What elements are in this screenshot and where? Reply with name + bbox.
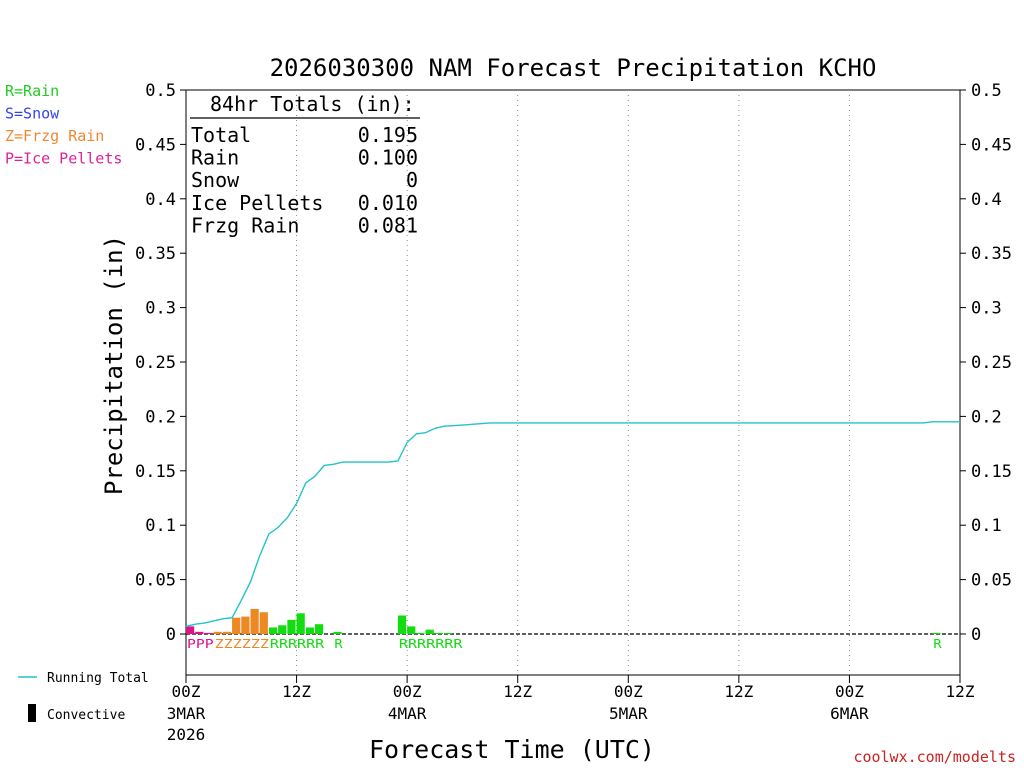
precip-bar: [434, 632, 443, 634]
x-tick-label: 12Z: [282, 682, 311, 701]
y-tick-label-left: 0.35: [135, 244, 176, 264]
hourly-precip-bars: [186, 608, 941, 634]
y-tick-label-left: 0.15: [135, 462, 176, 482]
x-tick-date: 3MAR: [167, 704, 206, 723]
x-axis-ticks: 00Z 3MAR 2026 12Z 00Z 4MAR 12Z 00Z 5MAR 12Z 00Z 6MA…: [167, 675, 975, 744]
precip-type-letters: PPP ZZZZZZ RRRRRR R RRRRRRR R: [187, 637, 942, 651]
totals-row-label: Rain: [191, 146, 239, 170]
y-tick-label-right: 0.25: [971, 353, 1012, 373]
precip-bar: [287, 619, 296, 634]
y-tick-label-right: 0.45: [971, 135, 1012, 155]
y-tick-label-left: 0.2: [145, 407, 176, 427]
y-tick-label-left: 0.4: [145, 190, 176, 210]
x-tick-year: 2026: [167, 725, 206, 744]
totals-row-value: 0.195: [358, 123, 418, 147]
type-legend-item: P=Ice Pellets: [5, 150, 122, 168]
y-axis-ticks: 0 0 0.05 0.05 0.1 0.1 0.15 0.15 0.2 0.2 0.25 0.25 0.…: [135, 81, 1012, 645]
convective-legend-label: Convective: [47, 708, 125, 723]
precip-bar: [296, 613, 305, 634]
type-legend-item: Z=Frzg Rain: [5, 127, 104, 145]
x-tick-label: 12Z: [503, 682, 532, 701]
precip-bar: [416, 632, 425, 634]
y-tick-label-right: 0.15: [971, 462, 1012, 482]
x-axis-label: Forecast Time (UTC): [369, 735, 655, 764]
precip-bar: [241, 616, 250, 634]
totals-box: 84hr Totals (in): Total 0.195 Rain 0.100 Sno…: [190, 92, 420, 237]
x-tick-label: 12Z: [724, 682, 753, 701]
precip-bar: [186, 626, 195, 634]
vertical-gridlines: [296, 90, 850, 675]
x-tick-label: 00Z: [393, 682, 422, 701]
y-tick-label-right: 0.2: [971, 407, 1002, 427]
precip-bar: [259, 612, 268, 634]
precip-bar: [425, 629, 434, 634]
x-tick-date: 6MAR: [830, 704, 869, 723]
precip-type-letters: ZZZZZZ: [215, 637, 269, 651]
y-tick-label-right: 0.05: [971, 571, 1012, 591]
type-legend-item: R=Rain: [5, 82, 59, 100]
y-tick-label-right: 0: [971, 625, 981, 645]
y-tick-label-left: 0.1: [145, 516, 176, 536]
precip-bar: [232, 617, 241, 634]
x-tick-label: 00Z: [614, 682, 643, 701]
y-tick-label-left: 0.45: [135, 135, 176, 155]
y-tick-label-left: 0.05: [135, 571, 176, 591]
x-tick-date: 5MAR: [609, 704, 648, 723]
x-tick-date: 4MAR: [388, 704, 427, 723]
precip-bar: [222, 631, 232, 634]
precip-type-letters: RRRRRRR: [399, 637, 463, 651]
precip-bar: [333, 631, 342, 634]
precip-bar: [213, 631, 222, 634]
totals-row-label: Snow: [191, 168, 240, 192]
precip-bar: [204, 632, 213, 634]
precip-bar: [250, 608, 259, 634]
precip-type-letters: RRRRRR: [270, 637, 325, 651]
running-total-line: [185, 421, 960, 628]
x-tick-label: 00Z: [172, 682, 201, 701]
precip-bar: [932, 632, 941, 634]
chart-title: 2026030300 NAM Forecast Precipitation KC…: [270, 54, 877, 82]
precip-type-letters: R: [334, 637, 343, 651]
type-legend: R=Rain S=Snow Z=Frzg Rain P=Ice Pellets: [5, 82, 122, 168]
precip-bar: [278, 625, 287, 634]
totals-row-value: 0.100: [358, 146, 418, 170]
y-tick-label-right: 0.3: [971, 299, 1002, 319]
running-total-legend-label: Running Total: [47, 671, 149, 686]
convective-legend-swatch: [28, 704, 36, 722]
precip-bar: [195, 631, 204, 634]
credit-text: coolwx.com/modelts: [853, 748, 1016, 766]
y-tick-label-right: 0.35: [971, 244, 1012, 264]
y-tick-label-right: 0.5: [971, 81, 1002, 101]
y-tick-label-left: 0: [166, 625, 176, 645]
y-tick-label-left: 0.25: [135, 353, 176, 373]
precip-bar: [268, 627, 278, 634]
precip-type-letters: PPP: [187, 637, 214, 651]
x-tick-label: 12Z: [946, 682, 975, 701]
totals-heading: 84hr Totals (in):: [210, 92, 415, 116]
line-legend: Running Total Convective: [18, 671, 149, 723]
type-legend-item: S=Snow: [5, 105, 60, 123]
y-axis-label: Precipitation (in): [100, 235, 128, 495]
y-tick-label-right: 0.1: [971, 516, 1002, 536]
totals-row-label: Frzg Rain: [191, 213, 299, 237]
precip-bar: [305, 627, 314, 634]
x-tick-label: 00Z: [835, 682, 864, 701]
plot-frame: [185, 89, 961, 676]
totals-row-value: 0: [406, 168, 418, 192]
precip-bar: [397, 615, 407, 634]
precip-type-letters: R: [933, 637, 942, 651]
y-tick-label-right: 0.4: [971, 190, 1002, 210]
y-tick-label-left: 0.3: [145, 299, 176, 319]
totals-row-value: 0.010: [358, 191, 418, 215]
totals-row-label: Ice Pellets: [191, 191, 323, 215]
totals-row-label: Total: [191, 123, 251, 147]
precip-bar: [407, 626, 416, 634]
precip-bar: [444, 632, 453, 634]
y-tick-label-left: 0.5: [145, 81, 176, 101]
precip-bar: [315, 624, 324, 634]
totals-row-value: 0.081: [358, 213, 418, 237]
